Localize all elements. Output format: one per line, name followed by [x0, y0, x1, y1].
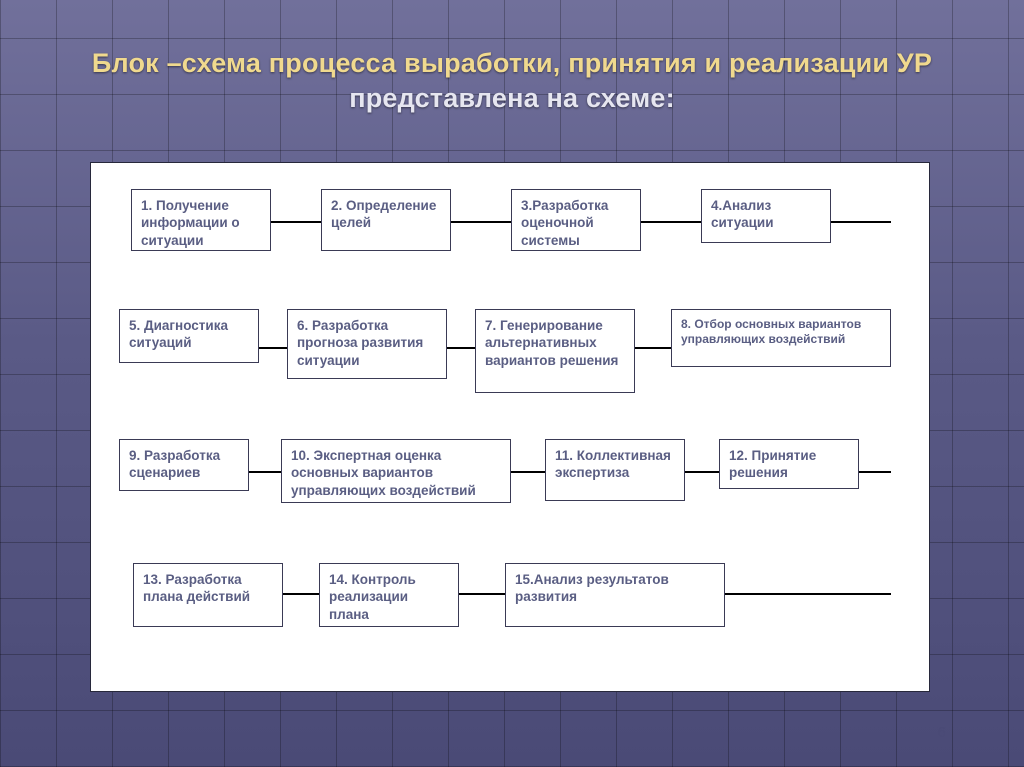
box-4: 4.Анализ ситуации [701, 189, 831, 243]
box-9: 9. Разработка сценариев [119, 439, 249, 491]
box-13: 13. Разработка плана действий [133, 563, 283, 627]
box-5: 5. Диагностика ситуаций [119, 309, 259, 363]
box-10: 10. Экспертная оценка основных вариантов… [281, 439, 511, 503]
box-6: 6. Разработка прогноза развития ситуации [287, 309, 447, 379]
box-1: 1. Получение информации о ситуации [131, 189, 271, 251]
box-11: 11. Коллективная экспертиза [545, 439, 685, 501]
box-12: 12. Принятие решения [719, 439, 859, 489]
slide-title: Блок –схема процесса выработки, принятия… [60, 46, 964, 116]
diagram-panel: 1. Получение информации о ситуации 2. Оп… [90, 162, 930, 692]
title-plain: представлена на схеме: [349, 83, 675, 113]
title-accent: Блок –схема процесса выработки, принятия… [92, 48, 932, 78]
box-15: 15.Анализ результатов развития [505, 563, 725, 627]
slide: Блок –схема процесса выработки, принятия… [0, 0, 1024, 767]
box-8: 8. Отбор основных вариантов управляющих … [671, 309, 891, 367]
box-7: 7. Генерирование альтернативных варианто… [475, 309, 635, 393]
box-14: 14. Контроль реализации плана [319, 563, 459, 627]
box-2: 2. Определение целей [321, 189, 451, 251]
box-3: 3.Разработка оценочной системы [511, 189, 641, 251]
page-number: 6 [938, 724, 946, 741]
